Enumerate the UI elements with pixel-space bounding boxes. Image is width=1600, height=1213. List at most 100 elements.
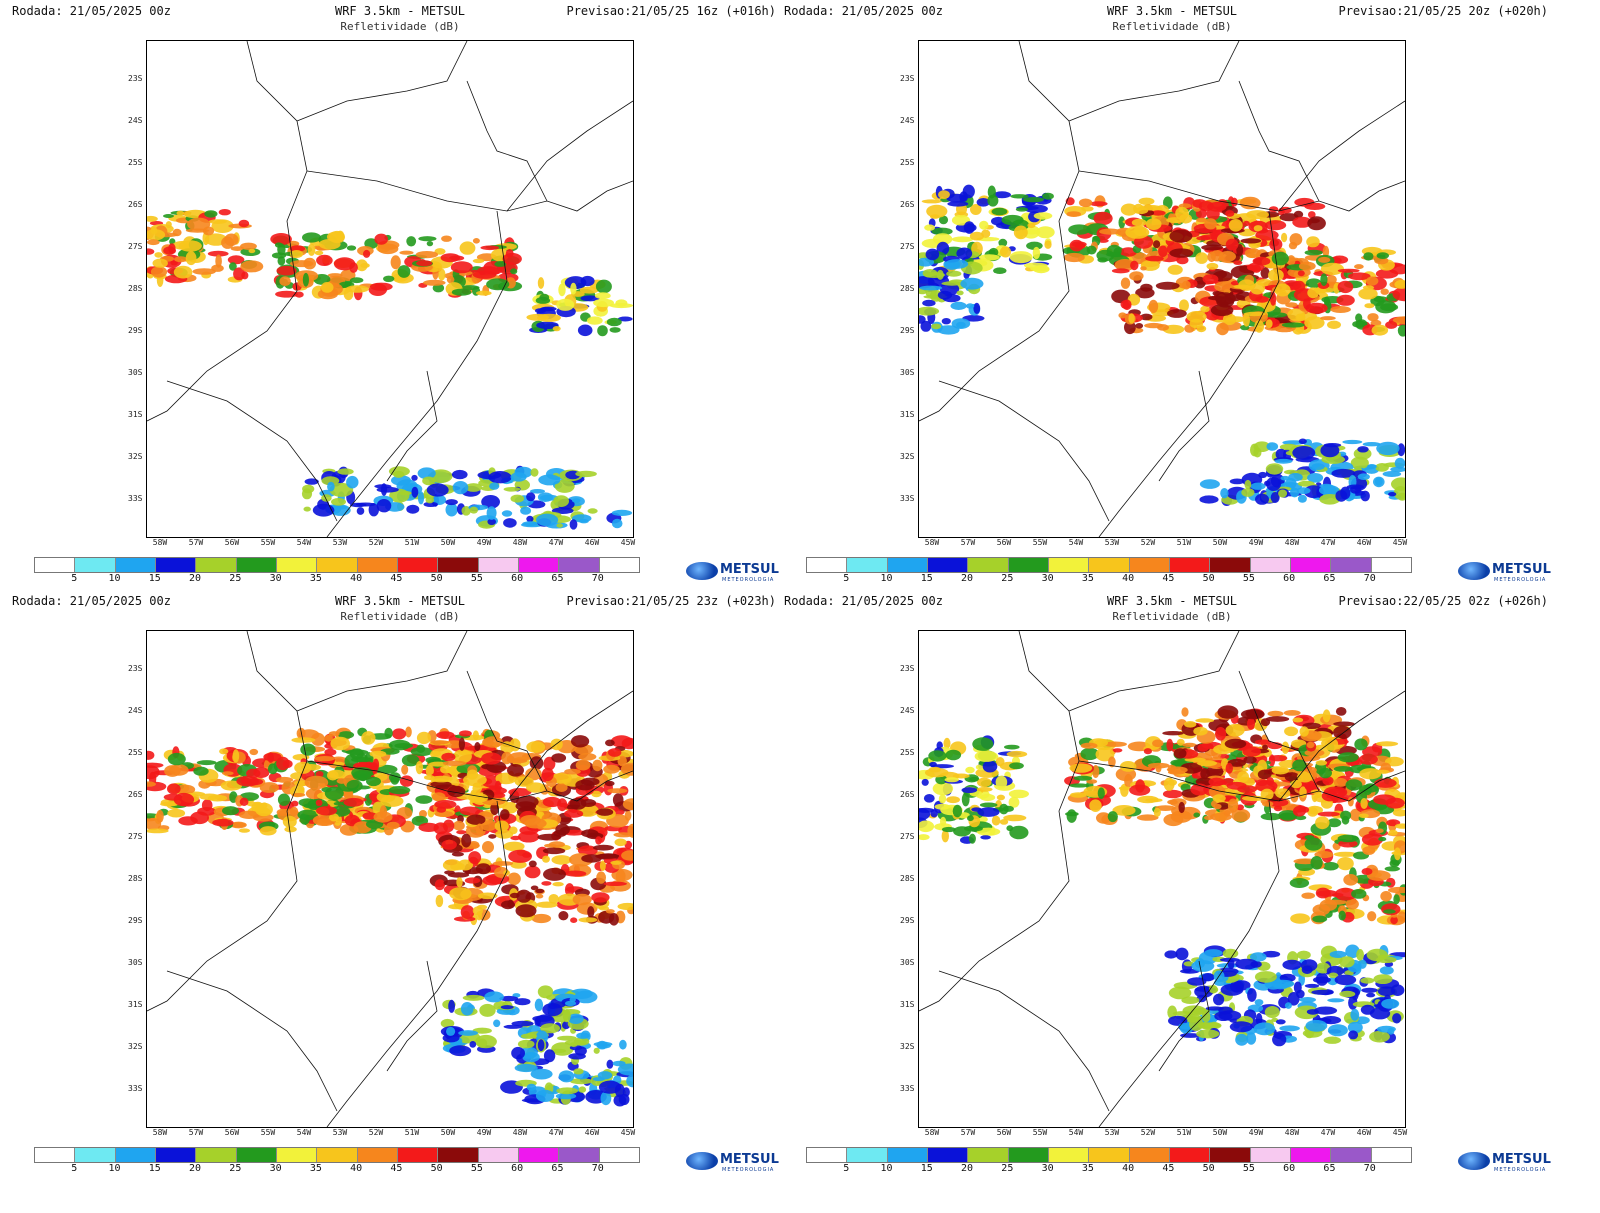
political-borders <box>919 631 1405 1127</box>
colorbar-label: 55 <box>1242 573 1255 584</box>
colorbar-swatch <box>927 1148 969 1162</box>
latitude-label: 32S <box>900 452 915 461</box>
longitude-label: 46W <box>584 538 600 547</box>
logo-text: METSUL <box>1492 562 1551 577</box>
globe-icon <box>686 562 718 580</box>
metsul-logo: METSUL METEOROLOGIA <box>686 1150 779 1174</box>
latitude-label: 29S <box>128 916 143 925</box>
longitude-label: 58W <box>152 1128 168 1137</box>
latitude-label: 26S <box>128 790 143 799</box>
longitude-label: 48W <box>1284 1128 1300 1137</box>
colorbar-swatch <box>276 1148 318 1162</box>
colorbar-label: 25 <box>1001 573 1014 584</box>
rain-cell-cluster <box>919 735 1029 844</box>
forecast-panel: Rodada: 21/05/2025 00z WRF 3.5km - METSUL… <box>772 590 1562 1190</box>
colorbar-label: 10 <box>108 1163 121 1174</box>
rain-cell-cluster <box>919 247 985 335</box>
rain-cell-cluster <box>440 985 598 1057</box>
globe-icon <box>1458 562 1490 580</box>
longitude-label: 47W <box>548 1128 564 1137</box>
latitude-label: 25S <box>900 748 915 757</box>
model-title: WRF 3.5km - METSUL <box>1106 594 1238 608</box>
colorbar-swatch <box>438 1148 479 1162</box>
longitude-label: 55W <box>1032 1128 1048 1137</box>
colorbar-swatch <box>1129 1148 1170 1162</box>
colorbar-label: 15 <box>920 1163 933 1174</box>
colorbar-swatch <box>1210 1148 1251 1162</box>
colorbar-swatch <box>196 1148 237 1162</box>
longitude-label: 56W <box>996 1128 1012 1137</box>
latitude-label: 28S <box>900 284 915 293</box>
rain-cell-cluster <box>1229 245 1405 337</box>
colorbar-label: 60 <box>1283 1163 1296 1174</box>
variable-subtitle: Refletividade (dB) <box>340 20 460 33</box>
longitude-label: 54W <box>296 1128 312 1137</box>
colorbar-swatch <box>1169 1148 1211 1162</box>
colorbar-label: 35 <box>1081 573 1094 584</box>
logo-text: METSUL <box>720 1152 779 1167</box>
globe-icon <box>1458 1152 1490 1170</box>
latitude-label: 27S <box>128 832 143 841</box>
longitude-label: 49W <box>1248 1128 1264 1137</box>
colorbar-swatch <box>276 558 318 572</box>
rain-cell-cluster <box>475 506 633 530</box>
colorbar-label: 55 <box>470 573 483 584</box>
colorbar-swatch <box>1331 1148 1372 1162</box>
colorbar-swatch <box>317 1148 358 1162</box>
latitude-label: 29S <box>900 326 915 335</box>
rain-cell-cluster <box>428 735 633 926</box>
rain-cell-cluster <box>1164 944 1405 1047</box>
political-borders <box>147 41 633 537</box>
colorbar-label: 5 <box>71 1163 78 1174</box>
longitude-label: 48W <box>1284 538 1300 547</box>
metsul-logo: METSUL METEOROLOGIA <box>1458 560 1551 584</box>
latitude-label: 23S <box>128 664 143 673</box>
colorbar-swatch <box>1371 558 1411 572</box>
latitude-label: 29S <box>128 326 143 335</box>
longitude-label: 58W <box>924 538 940 547</box>
longitude-label: 48W <box>512 1128 528 1137</box>
colorbar-swatch <box>155 1148 197 1162</box>
colorbar-swatch <box>887 558 928 572</box>
latitude-label: 26S <box>900 790 915 799</box>
longitude-label: 47W <box>1320 1128 1336 1137</box>
colorbar-swatch <box>968 558 1009 572</box>
colorbar-swatch <box>196 558 237 572</box>
longitude-label: 53W <box>1104 538 1120 547</box>
colorbar-swatch <box>1048 558 1090 572</box>
variable-subtitle: Refletividade (dB) <box>1112 610 1232 623</box>
colorbar-swatch <box>1250 558 1291 572</box>
colorbar-label: 70 <box>591 573 604 584</box>
rain-cell-cluster <box>1162 705 1359 817</box>
colorbar-swatch <box>1371 1148 1411 1162</box>
colorbar-swatch <box>1169 558 1211 572</box>
forecast-time-label: Previsao:21/05/25 16z (+016h) <box>566 4 776 18</box>
latitude-label: 30S <box>900 368 915 377</box>
colorbar-label: 25 <box>229 1163 242 1174</box>
colorbar-label: 20 <box>189 1163 202 1174</box>
colorbar-label: 15 <box>148 573 161 584</box>
colorbar-label: 30 <box>269 573 282 584</box>
run-time-label: Rodada: 21/05/2025 00z <box>12 594 171 608</box>
colorbar-swatch <box>968 1148 1009 1162</box>
colorbar-label: 45 <box>1162 573 1175 584</box>
latitude-label: 24S <box>128 706 143 715</box>
longitude-label: 58W <box>924 1128 940 1137</box>
colorbar-swatch <box>927 558 969 572</box>
logo-subtext: METEOROLOGIA <box>1494 1167 1547 1173</box>
colorbar-swatch <box>478 558 519 572</box>
colorbar-swatch <box>1089 1148 1130 1162</box>
colorbar-label: 30 <box>269 1163 282 1174</box>
colorbar-label: 15 <box>148 1163 161 1174</box>
colorbar-label: 30 <box>1041 1163 1054 1174</box>
colorbar-swatch <box>236 558 277 572</box>
longitude-label: 47W <box>548 538 564 547</box>
colorbar-label: 50 <box>1202 1163 1215 1174</box>
reflectivity-map <box>918 40 1406 538</box>
latitude-label: 28S <box>128 874 143 883</box>
colorbar-swatch <box>559 558 600 572</box>
logo-subtext: METEOROLOGIA <box>722 577 775 583</box>
longitude-label: 53W <box>332 1128 348 1137</box>
colorbar-swatch <box>1290 558 1332 572</box>
longitude-label: 55W <box>260 1128 276 1137</box>
